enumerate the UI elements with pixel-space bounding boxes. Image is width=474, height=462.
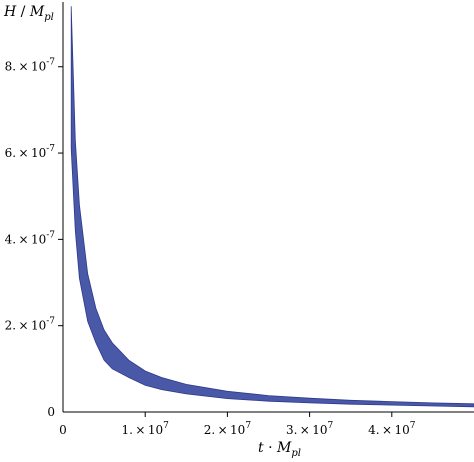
tick-labels: 1. × 107 2. × 107 3. × 107 4. × 107 2. × 10-…	[5, 58, 416, 437]
y-axis-label: H / Mpl	[3, 4, 54, 23]
hubble-band-area	[70, 6, 474, 408]
tick-marks	[58, 66, 393, 417]
y-tick-label: 6. × 10-7	[5, 144, 56, 160]
y-tick-label: 2. × 10-7	[5, 317, 56, 333]
x-tick-label: 2. × 107	[204, 421, 252, 437]
x-origin-label: 0	[59, 423, 67, 437]
x-tick-label: 1. × 107	[122, 421, 170, 437]
hubble-band	[70, 6, 474, 408]
x-tick-label: 3. × 107	[286, 421, 334, 437]
x-axis-label: t · Mpl	[258, 440, 301, 459]
x-tick-label: 4. × 107	[368, 421, 416, 437]
y-tick-label: 8. × 10-7	[5, 58, 56, 74]
y-origin-label: 0	[47, 405, 55, 419]
y-tick-label: 4. × 10-7	[5, 230, 56, 246]
